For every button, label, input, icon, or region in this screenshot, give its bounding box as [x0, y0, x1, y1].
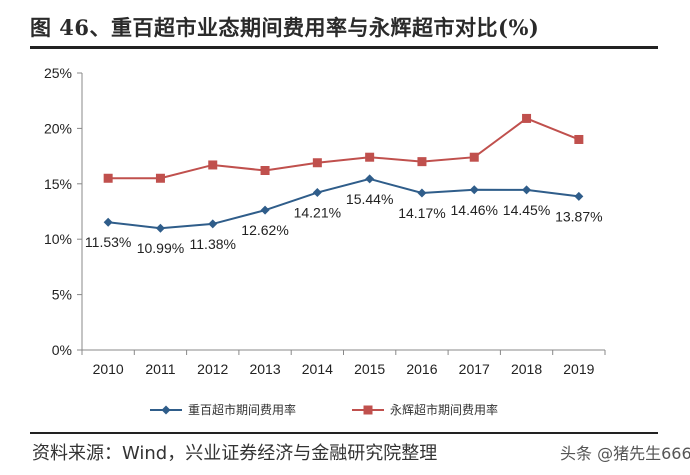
line-chart: 0% 5% 10% 15% 20% 25% 2010 2011 2012 2013 2014 2015… — [44, 65, 606, 417]
y-tick-label: 25% — [44, 65, 72, 81]
data-point-square — [574, 134, 584, 144]
data-label: 14.21% — [294, 205, 341, 221]
data-point-square — [417, 157, 427, 167]
data-point-diamond — [208, 219, 218, 229]
x-tick-label: 2014 — [302, 361, 333, 377]
data-point-diamond — [522, 185, 532, 195]
x-tick-label: 2017 — [459, 361, 490, 377]
x-tick-label: 2010 — [93, 361, 124, 377]
data-point-diamond — [155, 223, 165, 233]
data-label: 14.17% — [398, 205, 445, 221]
data-label: 14.46% — [451, 202, 498, 218]
x-tick-label: 2018 — [511, 361, 542, 377]
footer-divider — [30, 432, 658, 434]
chart-title: 图 46、重百超市业态期间费用率与永辉超市对比(%) — [30, 15, 540, 40]
y-tick-label: 15% — [44, 176, 72, 192]
data-point-square — [155, 173, 165, 183]
legend-marker-square — [363, 405, 373, 415]
x-tick-label: 2013 — [249, 361, 280, 377]
data-point-diamond — [417, 188, 427, 198]
x-tick-label: 2016 — [406, 361, 437, 377]
x-tick-label: 2012 — [197, 361, 228, 377]
data-point-diamond — [365, 174, 375, 184]
data-point-square — [365, 152, 375, 162]
data-point-diamond — [469, 185, 479, 195]
data-label: 15.44% — [346, 191, 393, 207]
data-label: 11.38% — [190, 236, 236, 252]
y-tick-label: 20% — [44, 120, 72, 136]
data-label: 13.87% — [555, 208, 602, 224]
data-point-square — [260, 166, 270, 176]
data-label: 12.62% — [241, 222, 288, 238]
data-point-square — [469, 152, 479, 162]
x-tick-label: 2015 — [354, 361, 385, 377]
data-label: 14.45% — [503, 202, 550, 218]
series-line-1 — [108, 177, 579, 230]
y-tick-label: 5% — [52, 287, 72, 303]
legend-marker-diamond — [161, 405, 171, 415]
data-point-diamond — [260, 205, 270, 215]
legend-label-1: 重百超市期间费用率 — [188, 402, 296, 417]
data-point-square — [103, 173, 113, 183]
data-label: 11.53% — [85, 234, 131, 250]
data-point-diamond — [312, 188, 322, 198]
legend-label-2: 永辉超市期间费用率 — [390, 402, 498, 417]
y-tick-label: 0% — [52, 342, 72, 358]
data-label: 10.99% — [137, 240, 184, 256]
x-tick-label: 2011 — [145, 361, 175, 377]
source-note: 资料来源：Wind，兴业证券经济与金融研究院整理 — [32, 443, 438, 464]
data-point-diamond — [103, 217, 113, 227]
y-tick-label: 10% — [44, 231, 72, 247]
watermark: 头条 @猪先生666 — [560, 444, 690, 463]
data-point-square — [312, 158, 322, 168]
series-line-2 — [108, 117, 580, 180]
title-divider — [30, 46, 658, 49]
data-point-square — [208, 160, 218, 170]
data-point-square — [522, 113, 532, 123]
x-tick-label: 2019 — [563, 361, 594, 377]
data-point-diamond — [574, 191, 584, 201]
